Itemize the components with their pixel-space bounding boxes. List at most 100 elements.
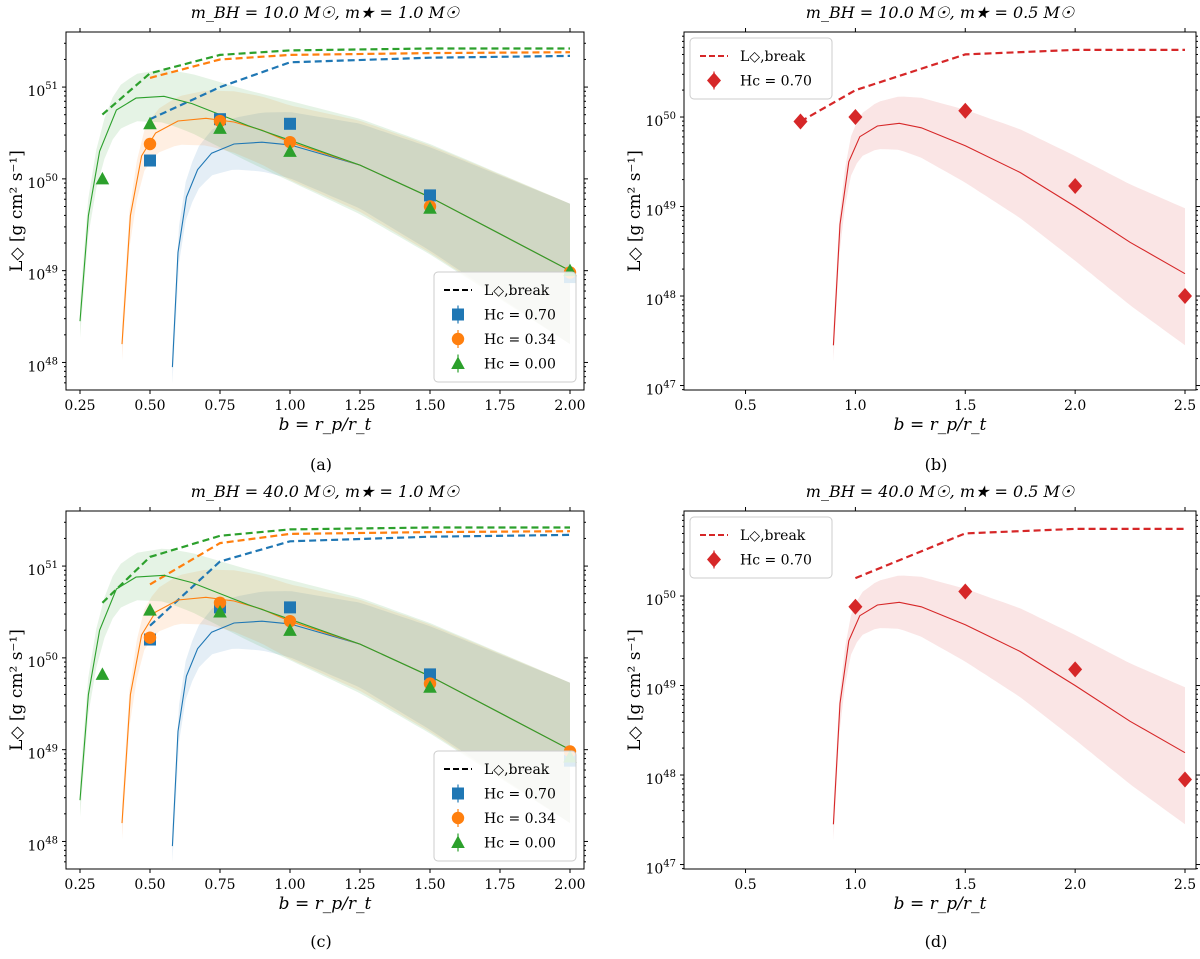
data-point-1-2	[283, 135, 297, 149]
panel-title: m_BH = 10.0 M☉, m★ = 1.0 M☉	[191, 3, 460, 22]
break-line-0	[854, 527, 1185, 580]
data-point-2-1	[143, 116, 157, 130]
legend: L◇,break Hc = 0.70	[689, 37, 833, 100]
x-tick-label: 0.5	[734, 398, 756, 414]
data-point-2-1	[143, 603, 157, 616]
x-tick-label: 1.75	[484, 398, 515, 414]
x-tick-label: 0.75	[204, 398, 235, 414]
legend-label: Hc = 0.00	[484, 836, 556, 852]
break-line-0	[149, 533, 571, 627]
plot-area	[832, 527, 1193, 841]
fit-line-0	[832, 601, 1186, 825]
uncertainty-band-0	[172, 112, 570, 384]
legend-marker-0	[452, 787, 464, 800]
y-axis-label: L◇ [g cm² s⁻¹]	[7, 150, 27, 272]
uncertainty-band-1	[122, 90, 570, 361]
x-tick-label: 1.00	[274, 877, 305, 893]
x-tick-label: 0.5	[734, 877, 756, 893]
x-tick-label: 2.0	[1064, 398, 1086, 414]
legend-label: L◇,break	[484, 283, 550, 299]
x-tick-label: 1.75	[484, 877, 515, 893]
panel-title: m_BH = 40.0 M☉, m★ = 0.5 M☉	[806, 482, 1075, 501]
legend-box	[433, 271, 577, 383]
panel-caption: (b)	[925, 455, 948, 474]
data-point-0-3	[1178, 771, 1193, 788]
y-tick-label: 1050	[645, 590, 676, 609]
legend-label: Hc = 0.34	[484, 811, 556, 827]
x-tick-label: 1.50	[414, 398, 445, 414]
data-point-0-2	[284, 117, 296, 130]
y-tick-label: 1051	[27, 560, 58, 579]
x-tick-label: 0.25	[64, 398, 95, 414]
data-point-2-4	[423, 680, 437, 693]
legend: L◇,break Hc = 0.70 Hc = 0.34 Hc = 0.00	[433, 271, 577, 383]
y-tick-label: 1048	[645, 769, 676, 788]
x-tick-label: 1.0	[844, 398, 866, 414]
uncertainty-band-0	[172, 591, 570, 863]
data-point-0-4	[1178, 288, 1193, 305]
x-tick-label: 0.50	[134, 398, 165, 414]
plot-area	[793, 48, 1193, 362]
y-tick-label: 1049	[645, 680, 676, 699]
y-tick-label: 1050	[645, 111, 676, 130]
legend-marker-2	[451, 835, 465, 848]
y-axis-label: L◇ [g cm² s⁻¹]	[625, 629, 645, 751]
break-line-2	[101, 526, 570, 604]
legend-label: Hc = 0.34	[484, 332, 556, 348]
legend-marker-0	[452, 308, 464, 321]
y-tick-label: 1048	[27, 835, 58, 854]
data-point-0-2	[958, 102, 973, 119]
x-tick-label: 2.00	[554, 398, 585, 414]
fit-line-2	[79, 95, 571, 322]
legend-label: Hc = 0.70	[740, 74, 812, 90]
axes-frame	[65, 510, 585, 870]
x-tick-label: 1.5	[954, 398, 976, 414]
x-tick-label: 2.5	[1174, 877, 1196, 893]
break-line-2	[101, 47, 570, 116]
y-tick-label: 1049	[645, 201, 676, 220]
legend-label: Hc = 0.00	[484, 357, 556, 373]
data-point-0-1	[848, 109, 863, 126]
x-axis-label: b = r_p/r_t	[279, 415, 372, 435]
panel-c: 0.25 0.50 0.75 1.00 1.25 1.50 1.75 2.00 1048 1049…	[7, 482, 588, 951]
data-point-2-2	[213, 121, 227, 134]
legend: L◇,break Hc = 0.70	[689, 516, 833, 579]
data-point-2-4	[423, 201, 437, 214]
plot-area	[79, 526, 577, 863]
legend-marker-0	[707, 72, 721, 89]
x-tick-label: 1.25	[344, 877, 375, 893]
panel-caption: (c)	[310, 932, 331, 951]
y-axis-label: L◇ [g cm² s⁻¹]	[7, 629, 27, 751]
data-point-1-0	[143, 137, 157, 151]
y-axis-label: L◇ [g cm² s⁻¹]	[625, 150, 645, 272]
legend-marker-0	[707, 551, 721, 568]
legend-box	[689, 516, 833, 579]
axes-frame	[65, 31, 585, 391]
legend-label: L◇,break	[740, 528, 806, 544]
uncertainty-band-1	[122, 569, 570, 840]
legend-marker-2	[451, 356, 465, 369]
x-tick-label: 1.00	[274, 398, 305, 414]
data-point-2-3	[283, 144, 297, 157]
panel-d: 0.5 1.0 1.5 2.0 2.5 1047 1048 1049 1050 m_BH = 40…	[625, 482, 1200, 951]
legend-label: Hc = 0.70	[740, 553, 812, 569]
panel-a: 0.25 0.50 0.75 1.00 1.25 1.50 1.75 2.00 1048 1049…	[7, 3, 588, 474]
data-point-2-0	[95, 667, 110, 680]
data-point-0-2	[1068, 661, 1083, 678]
x-tick-label: 2.00	[554, 877, 585, 893]
panel-caption: (a)	[310, 455, 332, 474]
x-axis-label: b = r_p/r_t	[279, 894, 372, 914]
y-tick-label: 1047	[645, 859, 676, 878]
data-point-0-2	[284, 601, 296, 614]
fit-line-2	[79, 574, 571, 801]
data-point-0-3	[1068, 177, 1083, 194]
x-tick-label: 0.75	[204, 877, 235, 893]
y-tick-label: 1048	[645, 290, 676, 309]
data-point-0-0	[793, 113, 808, 130]
data-point-2-3	[283, 623, 297, 636]
data-point-1-1	[213, 596, 227, 609]
legend-box	[433, 750, 577, 862]
fit-line-0	[832, 122, 1186, 346]
data-point-0-0	[848, 598, 863, 615]
